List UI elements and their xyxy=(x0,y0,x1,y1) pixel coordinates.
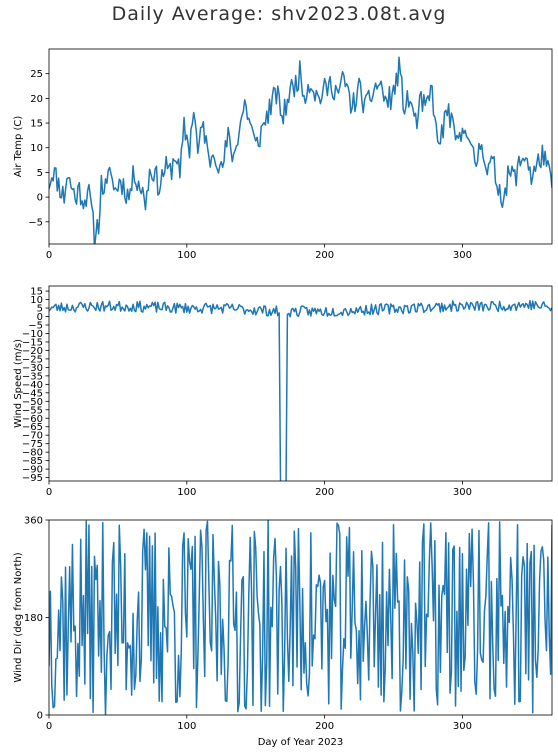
y-tick-label: 10 xyxy=(30,143,43,154)
y-tick-label: −70 xyxy=(22,431,43,442)
y-tick-label: −5 xyxy=(28,217,43,228)
y-tick-label: −5 xyxy=(28,321,43,332)
y-tick-label: 20 xyxy=(30,94,43,105)
x-tick-label: 300 xyxy=(453,721,472,732)
subplot-1: 0 100 200 300 −5 0 5 10 15 20 25 Air Temp (C) xyxy=(13,48,553,261)
x-tick-label: 200 xyxy=(315,487,334,498)
x-tick-label: 300 xyxy=(453,250,472,261)
axes-frame xyxy=(48,48,553,245)
y-tick-label: −95 xyxy=(22,473,43,484)
subplot-3: 0 100 200 300 0 180 360 Wind Dir (deg from Nort… xyxy=(13,516,553,748)
y-tick-label: 25 xyxy=(30,69,43,80)
series-line xyxy=(49,56,552,244)
subplot-2: 0 100 200 300151050−5−10−15−20−25−30−35−40−… xyxy=(13,285,553,498)
y-tick-label: 180 xyxy=(24,613,43,624)
x-tick-label: 0 xyxy=(46,250,52,261)
y-axis-label: Air Temp (C) xyxy=(13,116,24,178)
x-tick-label: 200 xyxy=(315,250,334,261)
y-tick-label: −35 xyxy=(22,371,43,382)
y-axis-label: Wind Dir (deg from North) xyxy=(13,552,24,682)
y-tick-label: 10 xyxy=(30,295,43,306)
x-tick-label: 100 xyxy=(177,721,196,732)
x-tick-label: 100 xyxy=(177,250,196,261)
y-tick-label: −15 xyxy=(22,337,43,348)
y-tick-label: 15 xyxy=(30,119,43,130)
y-tick-label: 5 xyxy=(37,304,43,315)
x-tick-label: 300 xyxy=(453,487,472,498)
series-line xyxy=(49,520,552,715)
x-tick-label: 200 xyxy=(315,721,334,732)
y-tick-label: −85 xyxy=(22,456,43,467)
y-tick-label: −25 xyxy=(22,354,43,365)
figure-title: Daily Average: shv2023.08t.avg xyxy=(111,3,447,25)
y-tick-label: −20 xyxy=(22,346,43,357)
y-tick-label: −50 xyxy=(22,397,43,408)
series-line xyxy=(49,299,552,481)
y-tick-label: −90 xyxy=(22,465,43,476)
axes-frame xyxy=(48,285,553,482)
y-tick-label: 360 xyxy=(24,516,43,527)
y-tick-label: 0 xyxy=(37,312,43,323)
y-tick-label: −65 xyxy=(22,422,43,433)
y-tick-label: 5 xyxy=(37,168,43,179)
x-tick-label: 0 xyxy=(46,487,52,498)
y-tick-label: −45 xyxy=(22,388,43,399)
y-tick-label: −10 xyxy=(22,329,43,340)
y-tick-label: −75 xyxy=(22,439,43,450)
y-tick-label: −40 xyxy=(22,380,43,391)
y-tick-label: 0 xyxy=(37,711,43,722)
y-tick-label: −55 xyxy=(22,405,43,416)
y-tick-label: −80 xyxy=(22,448,43,459)
y-tick-label: −60 xyxy=(22,414,43,425)
y-tick-label: 15 xyxy=(30,287,43,298)
y-tick-label: 0 xyxy=(37,193,43,204)
y-tick-label: −30 xyxy=(22,363,43,374)
x-tick-label: 100 xyxy=(177,487,196,498)
y-axis-label: Wind Speed (m/s) xyxy=(13,339,24,428)
x-axis-label: Day of Year 2023 xyxy=(258,737,344,748)
x-tick-label: 0 xyxy=(46,721,52,732)
